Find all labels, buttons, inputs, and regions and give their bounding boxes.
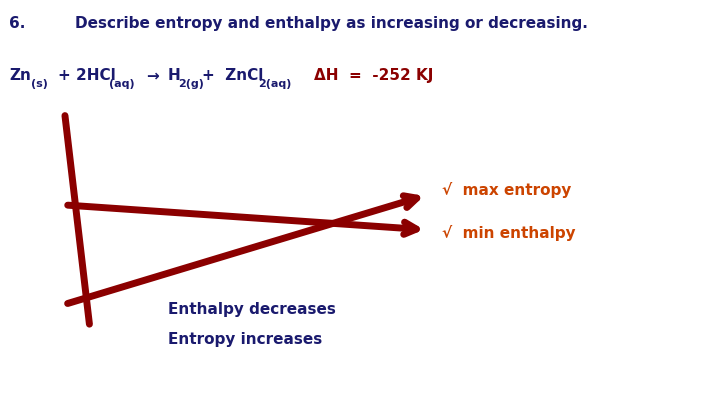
Text: 2(g): 2(g) — [179, 79, 204, 89]
Text: →: → — [146, 68, 159, 83]
Text: 2(aq): 2(aq) — [258, 79, 291, 89]
Text: +  ZnCl: + ZnCl — [202, 68, 264, 83]
Text: 6.: 6. — [9, 16, 26, 31]
Text: √  max entropy: √ max entropy — [441, 182, 571, 198]
Text: Entropy increases: Entropy increases — [168, 332, 322, 347]
Text: (aq): (aq) — [109, 79, 135, 89]
Text: Zn: Zn — [9, 68, 31, 83]
Text: + 2HCl: + 2HCl — [58, 68, 116, 83]
Text: H: H — [168, 68, 181, 83]
Text: ΔH  =  -252 KJ: ΔH = -252 KJ — [315, 68, 433, 83]
Text: Enthalpy decreases: Enthalpy decreases — [168, 302, 336, 317]
Text: Describe entropy and enthalpy as increasing or decreasing.: Describe entropy and enthalpy as increas… — [75, 16, 588, 31]
Text: (s): (s) — [31, 79, 48, 89]
Text: √  min enthalpy: √ min enthalpy — [441, 225, 575, 241]
